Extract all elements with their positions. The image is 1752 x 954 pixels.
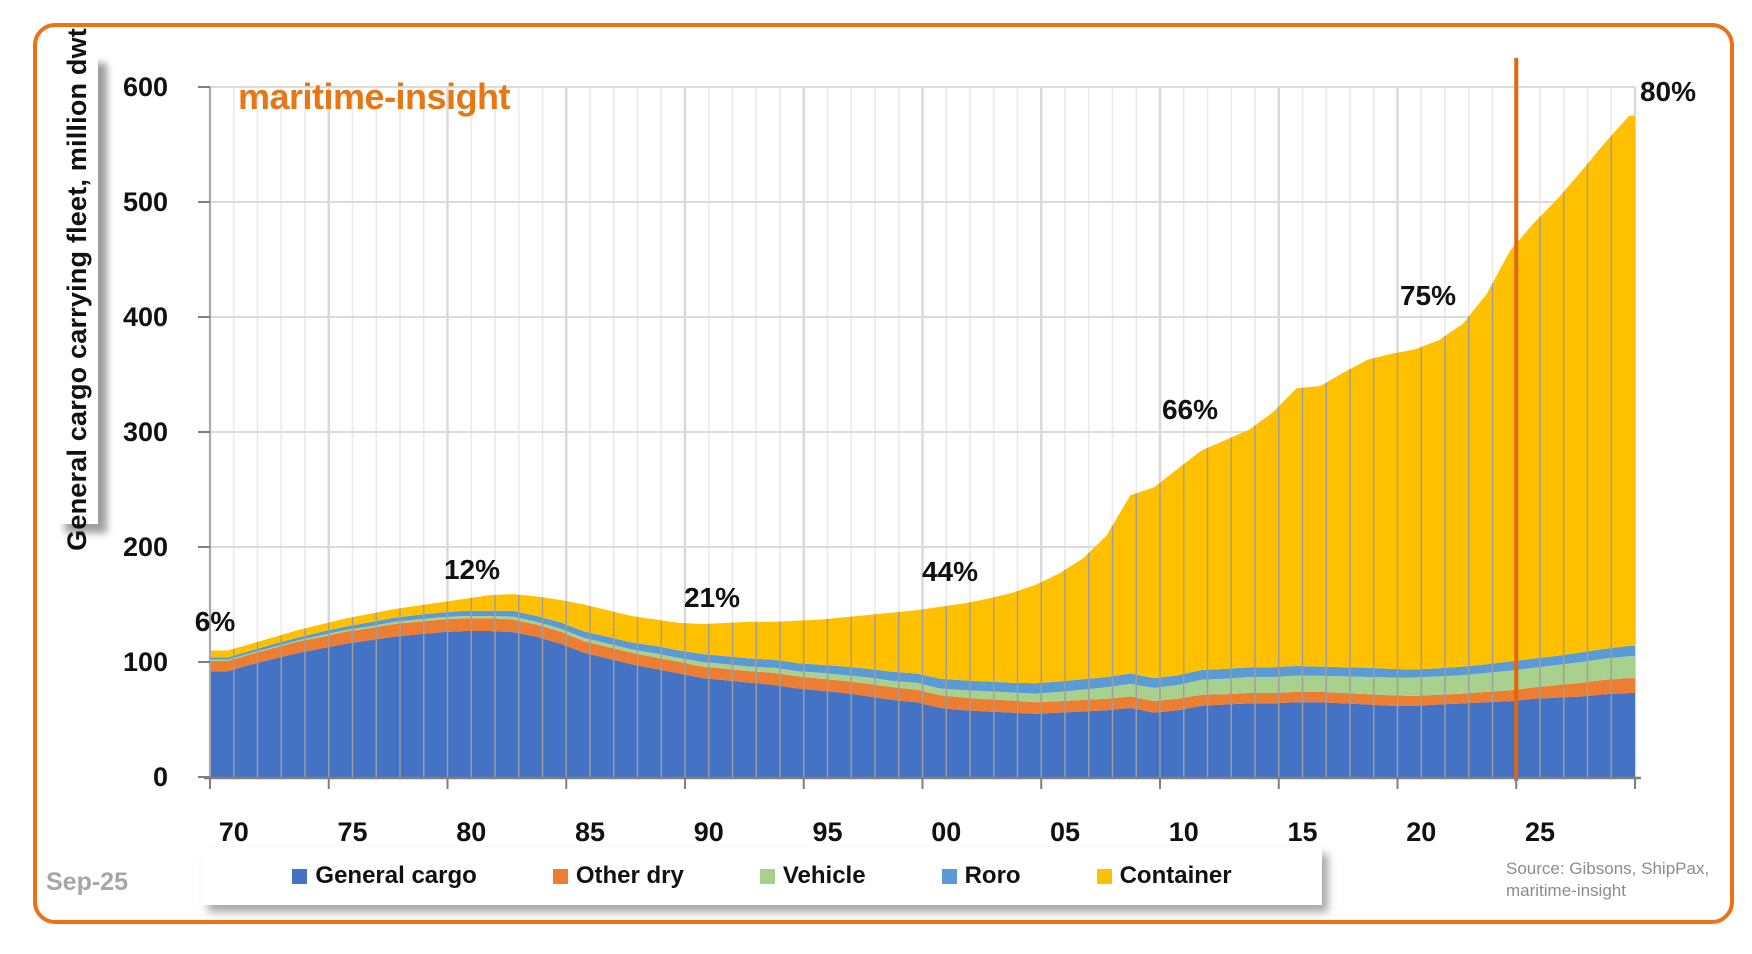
source-line-2: maritime-insight xyxy=(1506,881,1626,901)
legend-label: Vehicle xyxy=(782,862,866,889)
x-tick-label: 70 xyxy=(219,817,249,847)
x-tick-label: 85 xyxy=(575,817,605,847)
legend-item-vehicle: Vehicle xyxy=(759,862,866,890)
x-tick-label: 25 xyxy=(1525,817,1555,847)
legend-swatch-icon xyxy=(941,868,957,884)
legend-label: Container xyxy=(1119,862,1232,889)
container-share-annotation: 6% xyxy=(195,606,236,637)
y-tick-label: 100 xyxy=(123,647,168,677)
x-tick-label: 10 xyxy=(1169,817,1199,847)
x-tick-label: 20 xyxy=(1406,817,1436,847)
x-tick-label: 75 xyxy=(337,817,367,847)
y-tick-label: 300 xyxy=(123,417,168,447)
legend-swatch-icon xyxy=(1096,868,1112,884)
container-share-annotation: 66% xyxy=(1162,394,1218,425)
x-tick-label: 15 xyxy=(1287,817,1317,847)
y-tick-label: 200 xyxy=(123,532,168,562)
container-share-annotation: 21% xyxy=(684,582,740,613)
x-tick-label: 80 xyxy=(456,817,486,847)
legend-swatch-icon xyxy=(759,868,775,884)
y-tick-label: 0 xyxy=(153,762,168,792)
brand-logo: maritime-insight xyxy=(238,76,511,117)
legend-label: Roro xyxy=(964,862,1021,889)
legend-item-roro: Roro xyxy=(941,862,1021,890)
y-tick-label: 500 xyxy=(123,187,168,217)
date-stamp: Sep-25 xyxy=(46,868,128,896)
legend-swatch-icon xyxy=(552,868,568,884)
y-tick-label: 400 xyxy=(123,302,168,332)
legend-label: Other dry xyxy=(575,862,684,889)
legend-label: General cargo xyxy=(315,862,477,889)
x-tick-label: 95 xyxy=(812,817,842,847)
x-tick-label: 00 xyxy=(931,817,961,847)
source-note: Source: Gibsons, ShipPax, maritime-insig… xyxy=(1506,858,1721,902)
y-tick-label: 600 xyxy=(123,72,168,102)
legend-item-container: Container xyxy=(1096,862,1232,890)
x-tick-label: 05 xyxy=(1050,817,1080,847)
legend-item-other-dry: Other dry xyxy=(552,862,684,890)
chart-legend: General cargo Other dry Vehicle Roro Contain… xyxy=(202,847,1322,905)
source-line-1: Source: Gibsons, ShipPax, xyxy=(1506,859,1710,878)
legend-swatch-icon xyxy=(292,868,308,884)
container-share-annotation: 80% xyxy=(1640,76,1696,107)
container-share-annotation: 44% xyxy=(922,556,978,587)
legend-item-general-cargo: General cargo xyxy=(292,862,477,890)
y-axis-title-box: General cargo carrying fleet, million dw… xyxy=(56,28,98,550)
y-axis-title: General cargo carrying fleet, million dw… xyxy=(61,27,92,551)
container-share-annotation: 12% xyxy=(444,554,500,585)
container-share-annotation: 75% xyxy=(1400,280,1456,311)
x-tick-label: 90 xyxy=(694,817,724,847)
